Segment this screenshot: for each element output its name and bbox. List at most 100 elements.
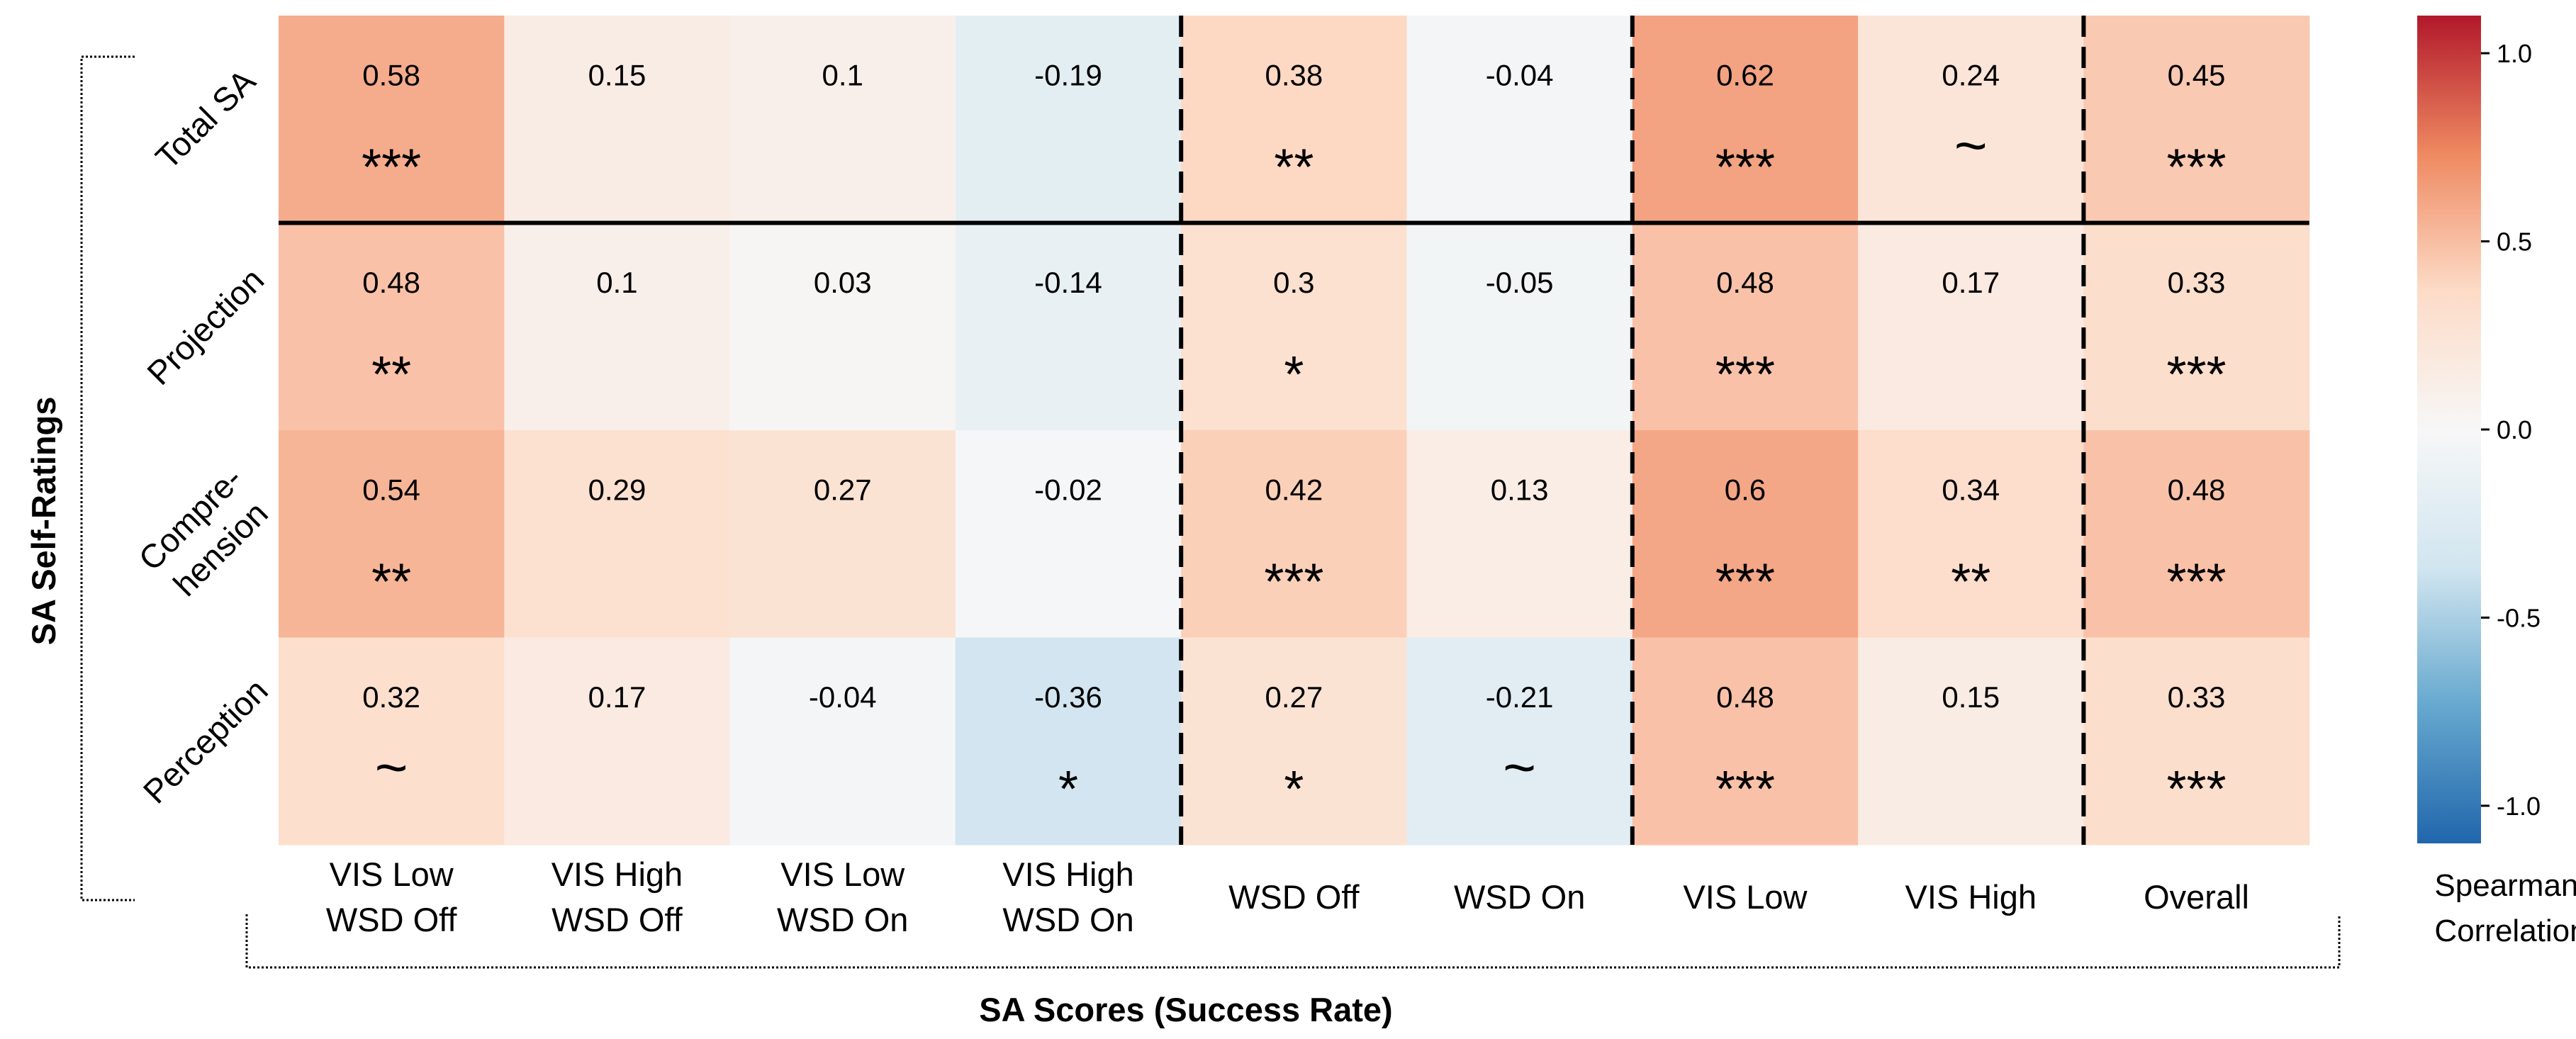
heatmap-cell — [955, 430, 1182, 639]
colorbar: 1.0 0.5 0.0 -0.5 -1.0 Spearman Correlation — [2417, 16, 2576, 948]
column-label-line: VIS Low — [780, 855, 905, 893]
heatmap-cell — [2083, 223, 2310, 431]
colorbar-gradient — [2417, 16, 2481, 843]
heatmap-cell — [504, 430, 731, 639]
column-label-line: WSD Off — [551, 901, 683, 938]
cell-significance-label: ** — [1274, 139, 1314, 196]
colorbar-tick-label: -1.0 — [2497, 792, 2541, 821]
heatmap-cell — [729, 223, 956, 431]
colorbar-ticks: 1.0 0.5 0.0 -0.5 -1.0 — [2481, 39, 2541, 821]
column-label: VIS High — [1905, 878, 2037, 916]
cell-significance-label: *** — [1715, 554, 1775, 610]
column-label-line: WSD On — [1002, 901, 1133, 938]
heatmap-cell — [1181, 16, 1408, 224]
cell-value-label: 0.1 — [596, 266, 637, 299]
heatmap-cell — [1181, 223, 1408, 431]
heatmap-cell — [729, 637, 956, 846]
column-label: VIS Low WSD Off — [326, 855, 457, 938]
y-axis-bracket — [80, 55, 135, 902]
cell-value-label: -0.04 — [1486, 58, 1554, 91]
cell-value-label: 0.32 — [362, 680, 420, 714]
cell-significance-label: * — [1284, 761, 1304, 818]
cell-significance-label: ** — [371, 347, 411, 403]
column-label: VIS Low — [1683, 878, 1808, 916]
cell-significance-label: ~ — [1954, 113, 1988, 176]
cell-value-label: 0.17 — [588, 680, 646, 714]
cell-value-label: 0.38 — [1265, 58, 1323, 91]
heatmap-cell — [1406, 430, 1633, 639]
column-label: Overall — [2144, 878, 2249, 916]
cell-value-label: 0.34 — [1942, 473, 2000, 506]
cell-significance-label: ** — [371, 554, 411, 610]
column-label-line: VIS Low — [1683, 878, 1808, 916]
cell-value-label: 0.15 — [588, 58, 646, 91]
column-label-line: WSD On — [1454, 878, 1585, 916]
cell-value-label: 0.48 — [362, 266, 420, 299]
colorbar-tick-label: -0.5 — [2497, 603, 2541, 632]
cell-value-label: 0.54 — [362, 473, 420, 506]
cell-value-label: 0.17 — [1942, 266, 2000, 299]
x-axis-bracket — [245, 914, 2341, 969]
cell-value-label: 0.13 — [1491, 473, 1549, 506]
colorbar-label-line-2: Correlation — [2434, 914, 2576, 948]
row-label: Compre-hension — [131, 459, 279, 607]
column-label: VIS High WSD On — [1002, 855, 1133, 938]
heatmap-cell — [729, 16, 956, 224]
column-label: WSD On — [1454, 878, 1585, 916]
cell-significance-label: *** — [2167, 761, 2227, 818]
column-label-line: VIS Low — [330, 855, 454, 893]
row-label-line: Total SA — [148, 62, 263, 176]
cell-value-label: 0.48 — [1716, 680, 1774, 714]
cell-value-label: -0.14 — [1034, 266, 1102, 299]
heatmap-cell — [1858, 16, 2084, 224]
cell-value-label: 0.48 — [1716, 266, 1774, 299]
heatmap-cell — [1632, 637, 1859, 846]
colorbar-label-line-1: Spearman — [2434, 868, 2576, 903]
heatmap-cell — [1181, 637, 1408, 846]
heatmap-cell — [504, 223, 731, 431]
column-label: VIS Low WSD On — [777, 855, 908, 938]
colorbar-tick-label: 1.0 — [2497, 39, 2532, 68]
colorbar-tick-label: 0.5 — [2497, 228, 2532, 257]
row-label: Perception — [135, 671, 274, 810]
row-label-line: Perception — [135, 671, 274, 810]
heatmap-cell — [279, 430, 505, 639]
heatmap-cell — [1406, 637, 1633, 846]
cell-significance-label: *** — [362, 139, 421, 196]
heatmap-cell — [1406, 16, 1633, 224]
colorbar-tick-label: 0.0 — [2497, 415, 2532, 444]
cell-value-label: 0.58 — [362, 58, 420, 91]
heatmap-cell-labels: 0.58***0.15 0.1 -0.19 0.38**-0.04 0.62***0.2… — [362, 58, 2226, 818]
heatmap-cell — [504, 637, 731, 846]
cell-significance-label: * — [1058, 761, 1078, 818]
cell-value-label: -0.21 — [1486, 680, 1554, 714]
heatmap-cell — [279, 16, 505, 224]
row-label: Total SA — [148, 62, 263, 176]
cell-significance-label: *** — [1715, 761, 1775, 818]
cell-significance-label: *** — [1715, 139, 1775, 196]
heatmap-cell — [1181, 430, 1408, 639]
cell-value-label: 0.33 — [2168, 680, 2226, 714]
heatmap-cell — [1632, 430, 1859, 639]
column-label-line: WSD Off — [326, 901, 457, 938]
cell-significance-label: *** — [1715, 347, 1775, 403]
cell-significance-label: *** — [2167, 347, 2227, 403]
heatmap-cell — [504, 16, 731, 224]
heatmap-cell — [1858, 223, 2084, 431]
cell-significance-label: ~ — [375, 736, 408, 799]
column-label-line: WSD Off — [1228, 878, 1360, 916]
heatmap-separators — [279, 16, 2309, 845]
y-axis-title: SA Self-Ratings — [25, 397, 62, 646]
cell-value-label: 0.42 — [1265, 473, 1323, 506]
heatmap-cell — [2083, 637, 2310, 846]
cell-significance-label: *** — [2167, 139, 2227, 196]
cell-value-label: 0.03 — [814, 266, 872, 299]
cell-significance-label: *** — [2167, 554, 2227, 610]
cell-value-label: 0.3 — [1273, 266, 1314, 299]
cell-value-label: 0.33 — [2168, 266, 2226, 299]
column-label: WSD Off — [1228, 878, 1360, 916]
column-label-line: VIS High — [1905, 878, 2037, 916]
heatmap-cell — [1858, 430, 2084, 639]
column-label-line: WSD On — [777, 901, 908, 938]
column-label-line: Overall — [2144, 878, 2249, 916]
